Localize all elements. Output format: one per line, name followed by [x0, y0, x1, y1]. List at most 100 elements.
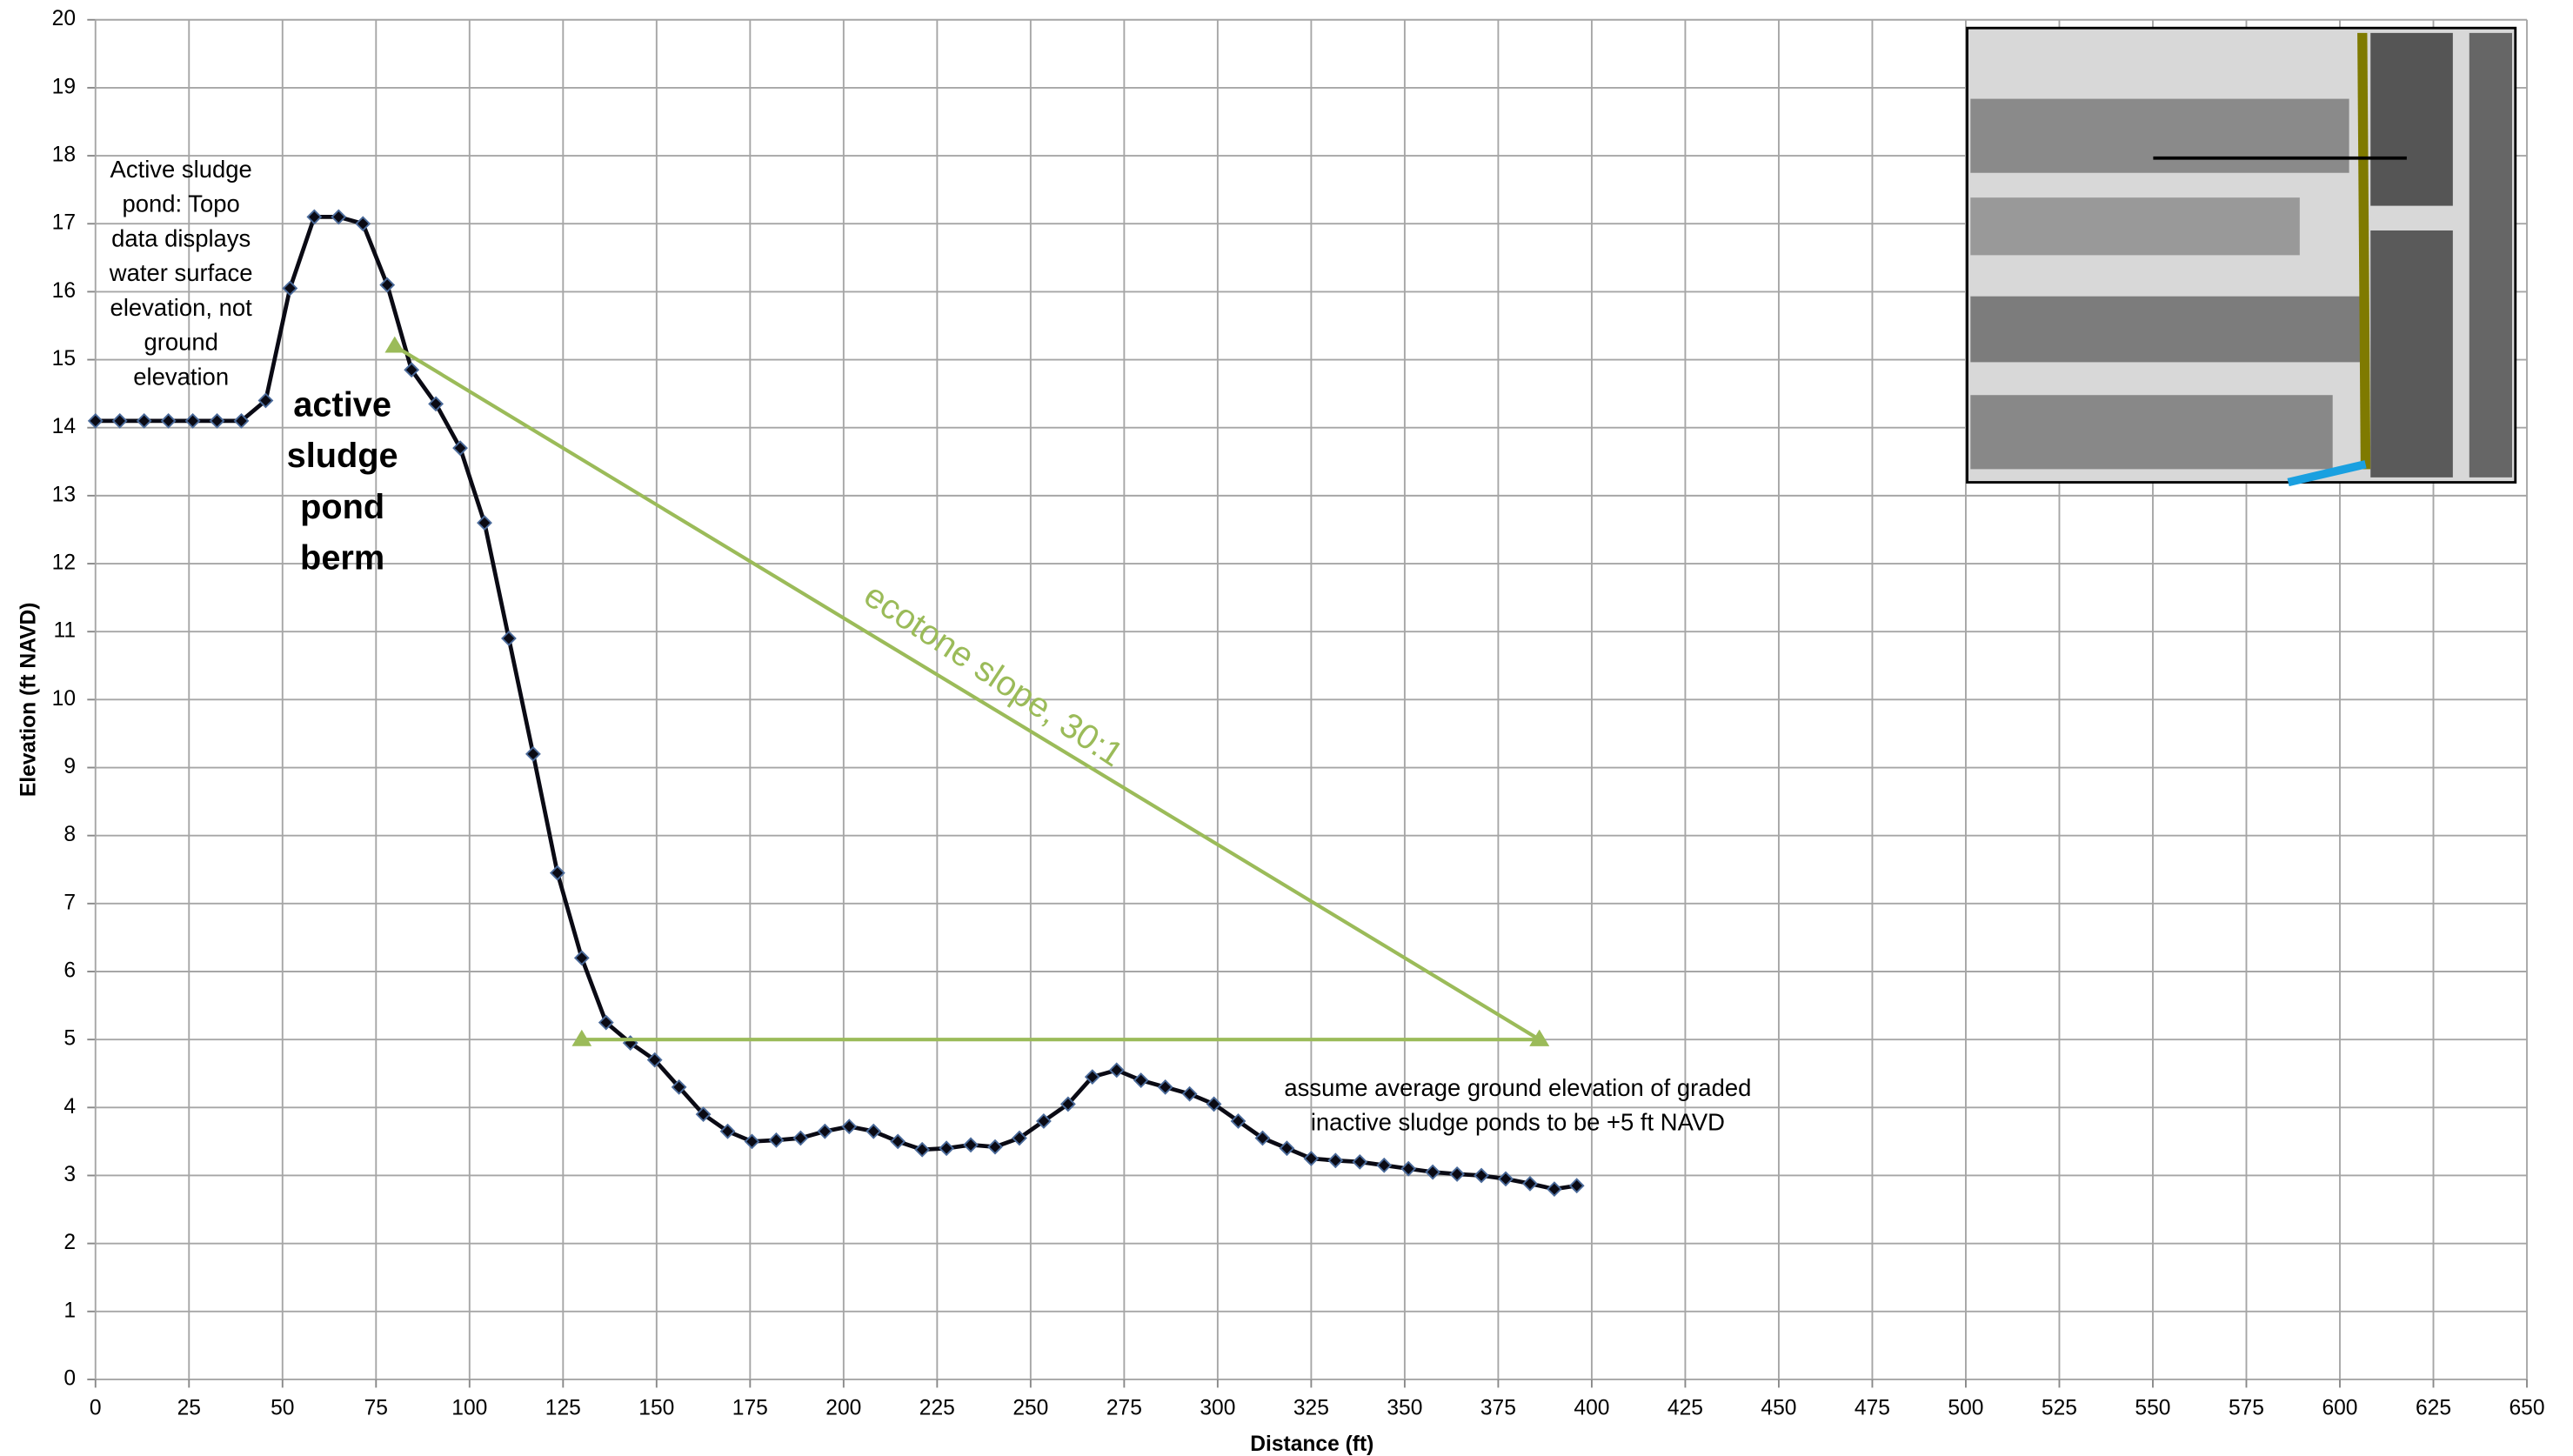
data-point [1159, 1080, 1172, 1093]
x-tick-label: 0 [90, 1397, 102, 1420]
y-tick-label: 9 [63, 755, 76, 778]
inset-pond [2469, 33, 2512, 478]
inset-terrain [1970, 395, 2332, 469]
inset-map [1968, 28, 2516, 482]
data-point [1499, 1172, 1512, 1186]
data-point [1474, 1169, 1487, 1182]
data-point [1353, 1155, 1367, 1168]
annotation: assume average ground elevation of grade… [1284, 1074, 1751, 1136]
data-point [526, 747, 539, 760]
y-tick-label: 7 [63, 891, 76, 914]
x-tick-label: 350 [1387, 1397, 1422, 1420]
annotation: Active sludgepond: Topodata displayswate… [109, 156, 253, 390]
annotation-line: inactive sludge ponds to be +5 ft NAVD [1311, 1109, 1725, 1136]
annotation-line: ecotone slope, 30:1 [858, 576, 1131, 774]
data-point [940, 1142, 953, 1155]
y-tick-label: 19 [52, 75, 76, 98]
data-point [843, 1120, 856, 1133]
x-tick-label: 475 [1855, 1397, 1890, 1420]
x-tick-label: 375 [1480, 1397, 1516, 1420]
annotation: active sludge pond berm [287, 385, 398, 577]
data-point [381, 278, 394, 291]
y-tick-label: 2 [63, 1231, 76, 1254]
x-tick-label: 75 [364, 1397, 388, 1420]
x-tick-label: 100 [451, 1397, 487, 1420]
x-tick-label: 175 [732, 1397, 768, 1420]
data-point [186, 414, 199, 427]
y-tick-label: 17 [52, 211, 76, 235]
y-tick-label: 4 [63, 1095, 76, 1119]
data-point [1523, 1177, 1536, 1190]
data-point [867, 1125, 880, 1138]
annotation-line: assume average ground elevation of grade… [1284, 1074, 1751, 1101]
inset-pond [2370, 33, 2453, 206]
data-point [502, 631, 515, 645]
data-point [113, 414, 126, 427]
data-point [1402, 1162, 1415, 1175]
x-tick-label: 400 [1574, 1397, 1609, 1420]
x-tick-label: 25 [177, 1397, 201, 1420]
data-point [1329, 1154, 1342, 1167]
data-point [1378, 1159, 1391, 1172]
data-point [478, 517, 491, 530]
y-tick-label: 16 [52, 279, 76, 303]
data-point [770, 1133, 783, 1146]
inset-terrain [1970, 297, 2365, 363]
x-tick-label: 625 [2416, 1397, 2451, 1420]
data-point [357, 217, 370, 230]
data-point [1280, 1142, 1293, 1155]
x-tick-label: 125 [545, 1397, 581, 1420]
data-point [332, 210, 345, 224]
annotation-line: ground [144, 329, 217, 356]
x-tick-label: 425 [1667, 1397, 1703, 1420]
y-tick-label: 20 [52, 7, 76, 30]
annotation-line: active [293, 385, 391, 424]
y-tick-label: 12 [52, 551, 76, 575]
x-tick-label: 50 [271, 1397, 294, 1420]
data-point [916, 1143, 929, 1156]
annotation-line: water surface [109, 259, 253, 286]
y-tick-label: 6 [63, 958, 76, 982]
data-point [1134, 1073, 1147, 1086]
data-point [1547, 1183, 1561, 1196]
data-point [211, 414, 224, 427]
y-tick-label: 3 [63, 1163, 76, 1186]
page: Distance (ft) Elevation (ft NAVD) 012345… [0, 0, 2573, 1456]
annotation-line: sludge [287, 437, 398, 475]
y-tick-label: 14 [52, 415, 76, 438]
data-point [1305, 1152, 1318, 1165]
y-axis-label: Elevation (ft NAVD) [17, 603, 41, 798]
chart: Distance (ft) Elevation (ft NAVD) 012345… [0, 0, 2573, 1456]
data-point [575, 952, 588, 965]
data-point [1570, 1179, 1583, 1192]
x-tick-label: 500 [1948, 1397, 1983, 1420]
data-point [1427, 1165, 1440, 1179]
y-tick-label: 15 [52, 347, 76, 371]
data-point [964, 1139, 977, 1152]
annotation-line: berm [300, 538, 384, 577]
annotation-line: pond: Topo [123, 190, 240, 217]
y-tick-label: 1 [63, 1299, 76, 1322]
annotation-line: data displays [111, 225, 251, 252]
x-tick-label: 575 [2229, 1397, 2264, 1420]
data-point [89, 414, 102, 427]
x-tick-label: 600 [2322, 1397, 2357, 1420]
x-axis-label: Distance (ft) [1250, 1433, 1373, 1456]
x-tick-label: 200 [825, 1397, 861, 1420]
x-tick-label: 250 [1012, 1397, 1048, 1420]
y-tick-label: 8 [63, 823, 76, 846]
y-tick-label: 13 [52, 483, 76, 506]
data-point [1110, 1064, 1123, 1077]
x-tick-label: 275 [1106, 1397, 1142, 1420]
series-line [96, 217, 1577, 1189]
y-tick-label: 5 [63, 1027, 76, 1051]
x-tick-label: 225 [919, 1397, 955, 1420]
inset-pond [2370, 230, 2453, 478]
annotation-line: pond [300, 487, 384, 525]
data-point [1183, 1087, 1196, 1100]
data-point [892, 1135, 905, 1148]
data-point [284, 282, 297, 295]
x-tick-label: 650 [2509, 1397, 2544, 1420]
inset-levee [2362, 33, 2366, 470]
data-point [308, 210, 321, 224]
